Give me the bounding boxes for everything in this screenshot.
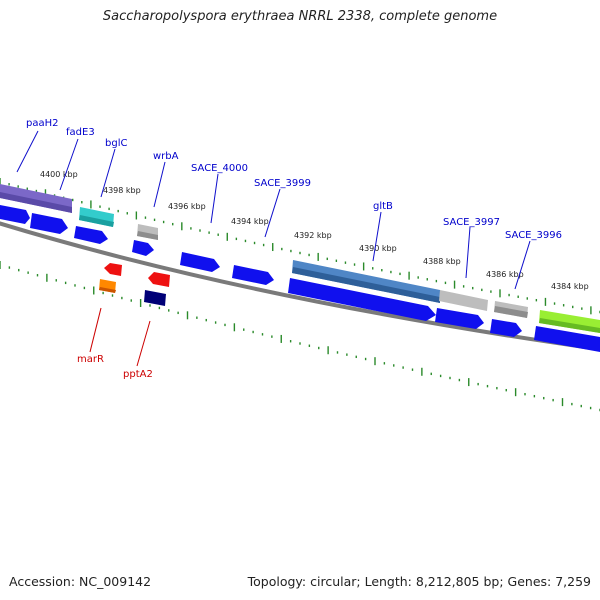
reverse-label-lines bbox=[89, 307, 151, 367]
scale-label: 4396 kbp bbox=[168, 202, 206, 211]
leader-line-SACE_3999 bbox=[264, 188, 281, 238]
gene-label-paaH2[interactable]: paaH2 bbox=[26, 118, 59, 129]
gene-label-marR[interactable]: marR bbox=[77, 354, 104, 365]
cds-arrow[interactable] bbox=[435, 308, 484, 329]
cds-arrow[interactable] bbox=[0, 205, 30, 224]
leader-line-wrbA bbox=[153, 161, 166, 208]
gene-label-wrbA[interactable]: wrbA bbox=[153, 151, 179, 162]
scale-label: 4390 kbp bbox=[359, 244, 397, 253]
scale-label: 4386 kbp bbox=[486, 270, 524, 279]
feature-pptA2-navy[interactable] bbox=[144, 290, 166, 306]
cds-arrow[interactable] bbox=[132, 240, 154, 256]
gene-label-SACE_4000[interactable]: SACE_4000 bbox=[191, 163, 248, 174]
scale-labels: 4400 kbp 4398 kbp 4396 kbp 4394 kbp 4392 kbp… bbox=[40, 170, 589, 291]
gene-label-SACE_3996[interactable]: SACE_3996 bbox=[505, 230, 562, 241]
scale-label: 4400 kbp bbox=[40, 170, 78, 179]
cds-arrow[interactable] bbox=[30, 213, 68, 234]
feature-gltB-shade bbox=[292, 267, 440, 303]
scale-label: 4398 kbp bbox=[103, 186, 141, 195]
map-title: Saccharopolyspora erythraea NRRL 2338, c… bbox=[102, 9, 498, 24]
leader-line-marR bbox=[89, 307, 102, 353]
scale-label: 4394 kbp bbox=[231, 217, 269, 226]
feature-SACE_3997[interactable] bbox=[439, 290, 488, 311]
feature-fadE3-shade bbox=[79, 215, 114, 227]
feature-pptA2-red[interactable] bbox=[148, 272, 170, 287]
cds-track bbox=[0, 205, 600, 352]
scale-label: 4388 kbp bbox=[423, 257, 461, 266]
cds-arrow[interactable] bbox=[534, 326, 600, 352]
cds-arrow[interactable] bbox=[180, 252, 220, 272]
gene-label-SACE_3999[interactable]: SACE_3999 bbox=[254, 178, 311, 189]
feature-marR-orange-shade bbox=[99, 287, 116, 293]
cds-arrow[interactable] bbox=[74, 226, 108, 244]
leader-line-SACE_3996 bbox=[514, 240, 531, 290]
cds-arrow[interactable] bbox=[288, 278, 436, 321]
leader-line-bglC bbox=[100, 148, 116, 198]
leader-line-SACE_4000 bbox=[210, 173, 219, 224]
forward-gene-labels: paaH2 fadE3 bglC wrbA SACE_4000 SACE_399… bbox=[26, 118, 562, 241]
gene-label-fadE3[interactable]: fadE3 bbox=[66, 127, 95, 138]
feature-next-green-shade bbox=[539, 318, 600, 333]
feature-SACE_3996-shade bbox=[494, 306, 528, 318]
outer-scale-ticks bbox=[0, 178, 600, 315]
inner-scale-ticks bbox=[0, 261, 600, 412]
leader-line-pptA2 bbox=[136, 320, 151, 367]
leader-line-gltB bbox=[372, 211, 382, 262]
feature-bglC-shade bbox=[137, 231, 158, 240]
leader-line-SACE_3997 bbox=[465, 226, 471, 279]
cds-arrow[interactable] bbox=[232, 265, 274, 285]
accession-text: Accession: NC_009142 bbox=[9, 574, 152, 589]
scale-label: 4392 kbp bbox=[294, 231, 332, 240]
scale-label: 4384 kbp bbox=[551, 282, 589, 291]
reverse-gene-labels: marR pptA2 bbox=[77, 354, 153, 380]
feature-paaH2-shade bbox=[0, 192, 72, 213]
gene-label-gltB[interactable]: gltB bbox=[373, 201, 393, 212]
gene-label-bglC[interactable]: bglC bbox=[105, 138, 127, 149]
leader-line-fadE3 bbox=[59, 138, 79, 191]
cds-arrow[interactable] bbox=[490, 319, 522, 337]
reverse-features bbox=[99, 263, 170, 306]
gene-label-SACE_3997[interactable]: SACE_3997 bbox=[443, 217, 500, 228]
genome-stats-text: Topology: circular; Length: 8,212,805 bp… bbox=[247, 574, 591, 589]
feature-marR-red[interactable] bbox=[104, 263, 122, 276]
gene-label-pptA2[interactable]: pptA2 bbox=[123, 369, 153, 380]
label-lines bbox=[16, 130, 531, 290]
forward-features bbox=[0, 184, 600, 333]
leader-line-paaH2 bbox=[16, 130, 39, 173]
